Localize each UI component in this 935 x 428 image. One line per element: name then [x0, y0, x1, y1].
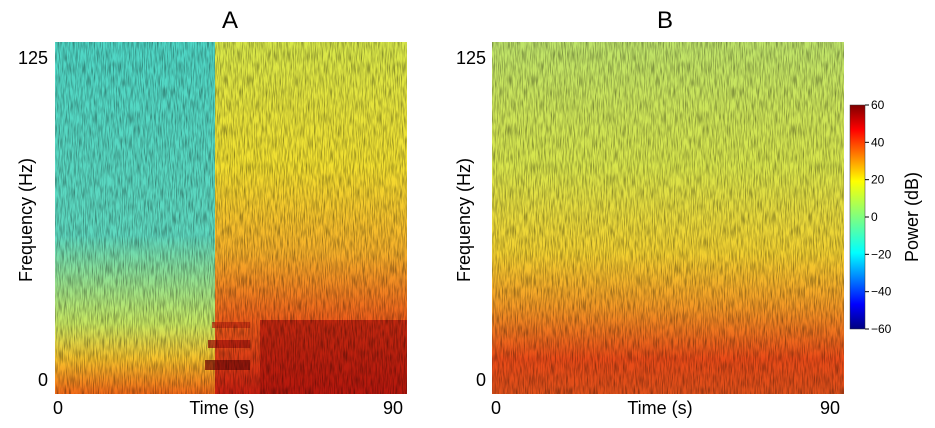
panel-b: B 125 0 0 90 Time (s) Frequency (Hz): [454, 7, 844, 418]
colorbar-tick-label: 40: [871, 135, 885, 149]
panel-b-ylabel: Frequency (Hz): [454, 158, 474, 282]
panel-a-xtick-right: 90: [383, 398, 403, 418]
panel-a-ylabel: Frequency (Hz): [16, 158, 36, 282]
panel-a: A 125 0 0 90 Time (s) Frequency (Hz): [16, 7, 407, 418]
panel-b-ytick-bottom: 0: [476, 370, 486, 390]
panel-b-title: B: [657, 7, 673, 34]
panel-b-heatmap: [492, 42, 844, 394]
colorbar-ticks: 60 40 20 0 −20 −40 −60: [865, 98, 892, 336]
panel-a-ytick-bottom: 0: [38, 370, 48, 390]
panel-b-xlabel: Time (s): [627, 398, 692, 418]
colorbar: 60 40 20 0 −20 −40 −60 Power (dB): [849, 98, 922, 336]
panel-a-xlabel: Time (s): [189, 398, 254, 418]
colorbar-tick-label: 20: [871, 173, 885, 187]
panel-a-ytick-top: 125: [18, 48, 48, 68]
panel-a-heatmap: [55, 42, 407, 394]
panel-a-title: A: [222, 7, 238, 34]
panel-a-xtick-left: 0: [53, 398, 63, 418]
panel-b-xtick-right: 90: [820, 398, 840, 418]
colorbar-scale: [849, 104, 866, 330]
colorbar-tick-label: −40: [871, 285, 892, 299]
colorbar-label: Power (dB): [902, 172, 922, 262]
panel-a-noise: [55, 42, 407, 394]
colorbar-tick-label: −20: [871, 247, 892, 261]
panel-b-noise: [492, 42, 844, 394]
colorbar-tick-label: 60: [871, 98, 885, 112]
panel-b-xtick-left: 0: [491, 398, 501, 418]
colorbar-tick-label: −60: [871, 322, 892, 336]
colorbar-tick-label: 0: [871, 210, 878, 224]
panel-b-ytick-top: 125: [456, 48, 486, 68]
